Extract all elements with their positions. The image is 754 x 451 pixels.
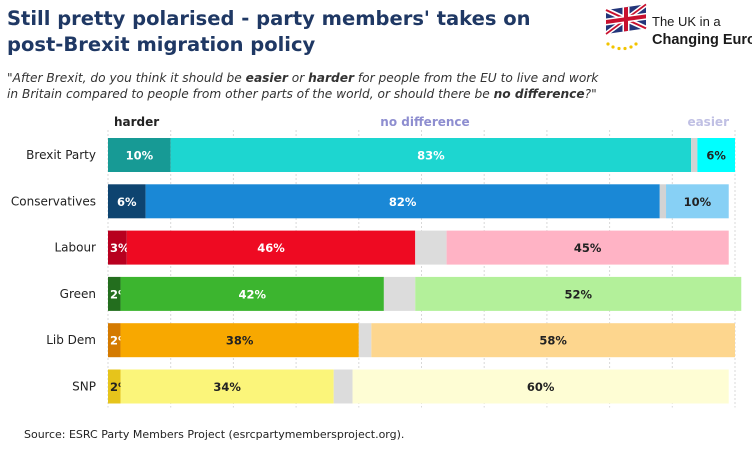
bar-segment — [697, 138, 735, 172]
bar-segment — [358, 323, 372, 358]
bar-segment — [120, 323, 359, 358]
chart-title: Still pretty polarised - party members' … — [7, 7, 531, 56]
stacked-bar-chart: harder no difference easier Brexit Party 10… — [11, 115, 742, 408]
data-label: 60% — [527, 380, 555, 394]
data-label: 46% — [257, 241, 285, 255]
bar-segment — [446, 230, 729, 265]
category-label: Brexit Party — [26, 148, 96, 162]
bar-row: Green 2% 42% 52% — [60, 276, 742, 311]
bar-segment — [170, 138, 692, 172]
bar-row: Lib Dem 2% 38% 58% — [46, 323, 735, 358]
data-label: 10% — [684, 195, 712, 209]
bar-segment — [108, 230, 127, 265]
category-label: Conservatives — [11, 194, 96, 208]
header-easier: easier — [687, 115, 729, 129]
header-harder: harder — [114, 115, 159, 129]
bar-row: Brexit Party 10% 83% 6% — [26, 138, 735, 172]
data-label: 58% — [539, 334, 567, 348]
bar-segment — [108, 323, 121, 358]
logo-line-1: The UK in a — [652, 14, 721, 29]
bar-segment — [352, 369, 729, 404]
category-label: SNP — [72, 380, 96, 394]
source-note: Source: ESRC Party Members Project (esrc… — [24, 428, 405, 441]
bar-segment — [659, 184, 667, 219]
bar-segment — [120, 276, 384, 311]
header-labels: harder no difference easier — [114, 115, 729, 129]
bar-segment — [126, 230, 416, 265]
bar-row: Conservatives 6% 82% 10% — [11, 184, 729, 219]
data-label: 83% — [417, 149, 445, 163]
bar-row: SNP 2% 34% 60% — [72, 369, 729, 404]
subtitle-part-5: no difference — [493, 87, 585, 101]
data-label: 3% — [110, 241, 130, 255]
bar-segment — [108, 138, 171, 172]
logo-line-2: Changing Europe — [652, 32, 752, 48]
bar-segment — [108, 276, 121, 311]
data-label: 34% — [213, 380, 241, 394]
data-label: 42% — [238, 287, 266, 301]
category-label: Green — [60, 287, 96, 301]
subtitle-part-0: "After Brexit, do you think it should be — [7, 71, 246, 85]
bar-segment — [371, 323, 735, 358]
bar-segment — [415, 276, 742, 311]
bar-segment — [120, 369, 334, 404]
data-label: 38% — [226, 334, 254, 348]
bar-segment — [383, 276, 416, 311]
bar-row: Labour 3% 46% 45% — [54, 230, 729, 265]
union-flag-with-eu-stars-icon: The UK in a Changing Europe — [604, 2, 754, 51]
bar-segment — [145, 184, 660, 219]
subtitle-part-3: harder — [308, 71, 355, 85]
bar-segment — [108, 184, 146, 219]
category-label: Labour — [54, 241, 96, 255]
subtitle-part-4: for people from the EU to live and work … — [7, 71, 599, 101]
data-label: 6% — [706, 149, 726, 163]
category-label: Lib Dem — [46, 333, 96, 347]
data-label: 82% — [389, 195, 417, 209]
data-label: 10% — [126, 149, 154, 163]
uk-in-changing-europe-logo: The UK in a Changing Europe — [602, 2, 754, 52]
bar-segment — [333, 369, 353, 404]
data-label: 45% — [574, 241, 602, 255]
bar-segment — [108, 369, 121, 404]
bar-segment — [691, 138, 698, 172]
subtitle-part-6: ?" — [584, 87, 597, 101]
data-label: 6% — [117, 195, 137, 209]
bar-segment — [666, 184, 729, 219]
data-label: 52% — [564, 287, 592, 301]
subtitle-part-2: or — [287, 71, 309, 85]
bar-segment — [415, 230, 447, 265]
subtitle-part-1: easier — [245, 71, 288, 85]
header-no-difference: no difference — [380, 115, 469, 129]
chart-subtitle: "After Brexit, do you think it should be… — [7, 70, 607, 102]
bar-rows: Brexit Party 10% 83% 6% Conservatives 6% 82% 10… — [11, 138, 742, 404]
